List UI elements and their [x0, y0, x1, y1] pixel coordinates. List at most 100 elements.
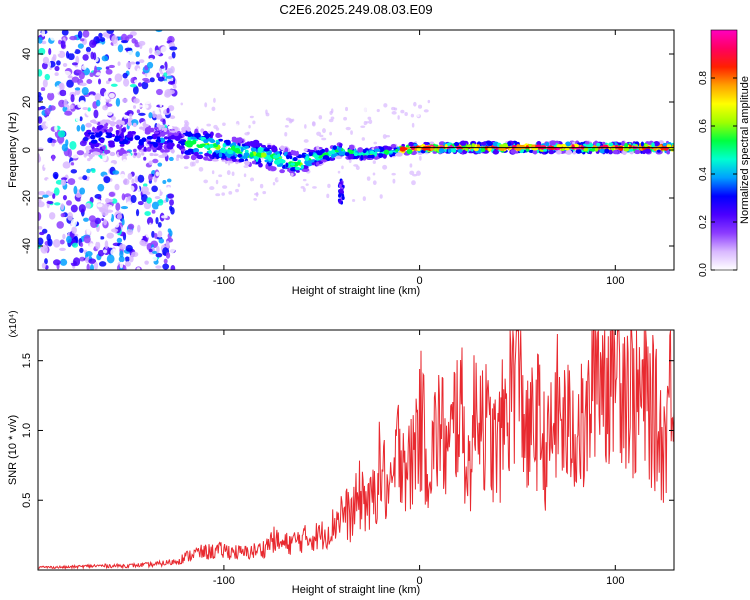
spectrogram-cell: [227, 149, 234, 155]
spectrogram-cell: [420, 149, 426, 154]
spectrogram-cell: [152, 158, 159, 164]
spectrogram-cell: [101, 47, 105, 52]
spectrogram-cell: [78, 71, 85, 80]
spectrogram-cell: [102, 145, 106, 150]
spectrogram-cell: [423, 109, 429, 113]
spectrogram-cell: [82, 54, 89, 61]
spectrogram-cell: [163, 127, 167, 133]
spectrogram-cell: [156, 72, 160, 79]
spectrogram-cell: [54, 202, 61, 206]
spectrogram-cell: [411, 122, 415, 128]
spectrogram-cell: [139, 43, 143, 50]
spectrogram-cell: [146, 61, 154, 69]
spectrogram-cell: [104, 240, 109, 250]
spectrogram-cell: [44, 73, 50, 81]
spectrogram-cell: [86, 51, 91, 55]
spectrogram-cell: [259, 129, 265, 134]
spectrogram-cell: [154, 107, 160, 115]
y-tick-label: 40: [21, 48, 33, 60]
spectrogram-cell: [338, 150, 343, 156]
spectrogram-cell: [43, 164, 52, 169]
spectrogram-cell: [238, 158, 245, 163]
spectrogram-cell: [167, 142, 173, 148]
spectrogram-cell: [206, 123, 212, 127]
spectrogram-cell: [100, 96, 105, 101]
snr-panel: -100 0 100 0.5 1.0 1.5 Height of straight li…: [7, 310, 675, 596]
spectrogram-cell: [480, 147, 486, 152]
spectrogram-cell: [79, 187, 86, 195]
spectrogram-cell: [46, 116, 52, 121]
spectrogram-cell: [372, 160, 376, 165]
spectrogram-cell: [408, 141, 414, 147]
spectrogram-cell: [267, 144, 271, 149]
spectrogram-cell: [111, 228, 119, 233]
spectrogram-cell: [99, 138, 105, 144]
spectrogram-cell: [70, 169, 78, 174]
spectrogram-cell: [38, 107, 43, 111]
spectrogram-cell: [126, 62, 132, 69]
spectrogram-cell: [132, 122, 137, 128]
spectrogram-cell: [167, 80, 176, 85]
spectrogram-cell: [110, 116, 116, 121]
spectrogram-cell: [135, 209, 140, 217]
spectrogram-cell: [629, 148, 634, 152]
spectrogram-cell: [38, 138, 42, 144]
x-tick-label: 100: [606, 275, 624, 287]
spectrogram-cell: [130, 194, 137, 204]
spectrogram-cell: [157, 162, 163, 167]
spectrogram-cell: [423, 166, 427, 171]
spectrogram-data: [38, 30, 674, 270]
spectrogram-cell: [136, 152, 142, 159]
spectrogram-cell: [93, 109, 99, 119]
spectrogram-cell: [105, 134, 113, 139]
spectrogram-cell: [471, 143, 476, 148]
spectrogram-cell: [116, 213, 123, 220]
spectrogram-cell: [38, 263, 41, 269]
spectrogram-cell: [362, 196, 366, 202]
spectrogram-cell: [130, 216, 136, 224]
spectrogram-cell: [85, 150, 90, 154]
spectrogram-cell: [410, 113, 415, 118]
spectrogram-cell: [373, 141, 378, 145]
spectrogram-cell: [234, 148, 241, 154]
x-tick-label: -100: [213, 575, 235, 587]
spectrogram-cell: [211, 170, 215, 175]
spectrogram-cell: [158, 124, 162, 131]
spectrogram-cell: [378, 153, 383, 158]
spectrogram-cell: [97, 183, 105, 192]
spectrogram-cell: [160, 46, 168, 54]
spectrogram-cell: [85, 46, 91, 53]
spectrogram-cell: [486, 141, 493, 147]
spectrogram-cell: [416, 170, 421, 176]
spectrogram-cell: [292, 156, 298, 162]
spectrogram-cell: [316, 131, 322, 136]
spectrogram-cell: [156, 136, 161, 141]
spectrogram-cell: [67, 52, 75, 61]
spectrogram-cell: [151, 255, 158, 262]
spectrogram-cell: [119, 173, 127, 181]
spectrogram-cell: [180, 102, 184, 106]
spectrogram-cell: [481, 141, 487, 146]
spectrogram-cell: [253, 116, 258, 122]
spectrogram-cell: [100, 153, 106, 156]
colorbar-ticks: 0.0 0.2 0.4 0.6 0.8: [698, 71, 737, 277]
spectrogram-cell: [435, 144, 439, 147]
spectrogram-cell: [215, 141, 220, 145]
spectrogram-cell: [110, 83, 118, 87]
spectrogram-cell: [324, 147, 329, 153]
snr-scale-label: (x10⁴): [8, 310, 19, 337]
spectrogram-cell: [273, 203, 278, 208]
spectrogram-cell: [270, 145, 278, 151]
spectrogram-cell: [125, 244, 133, 252]
spectrogram-cell: [163, 72, 168, 77]
spectrogram-cell: [177, 140, 184, 144]
spectrogram-cell: [82, 106, 89, 111]
spectrogram-cell: [132, 85, 139, 95]
spectrogram-cell: [318, 115, 323, 120]
spectrogram-cell: [122, 139, 129, 144]
spectrogram-cell: [49, 265, 55, 270]
spectrogram-cell: [347, 133, 351, 139]
spectrogram-cell: [129, 254, 134, 263]
spectrogram-cell: [148, 248, 153, 253]
spectrogram-cell: [59, 89, 67, 97]
